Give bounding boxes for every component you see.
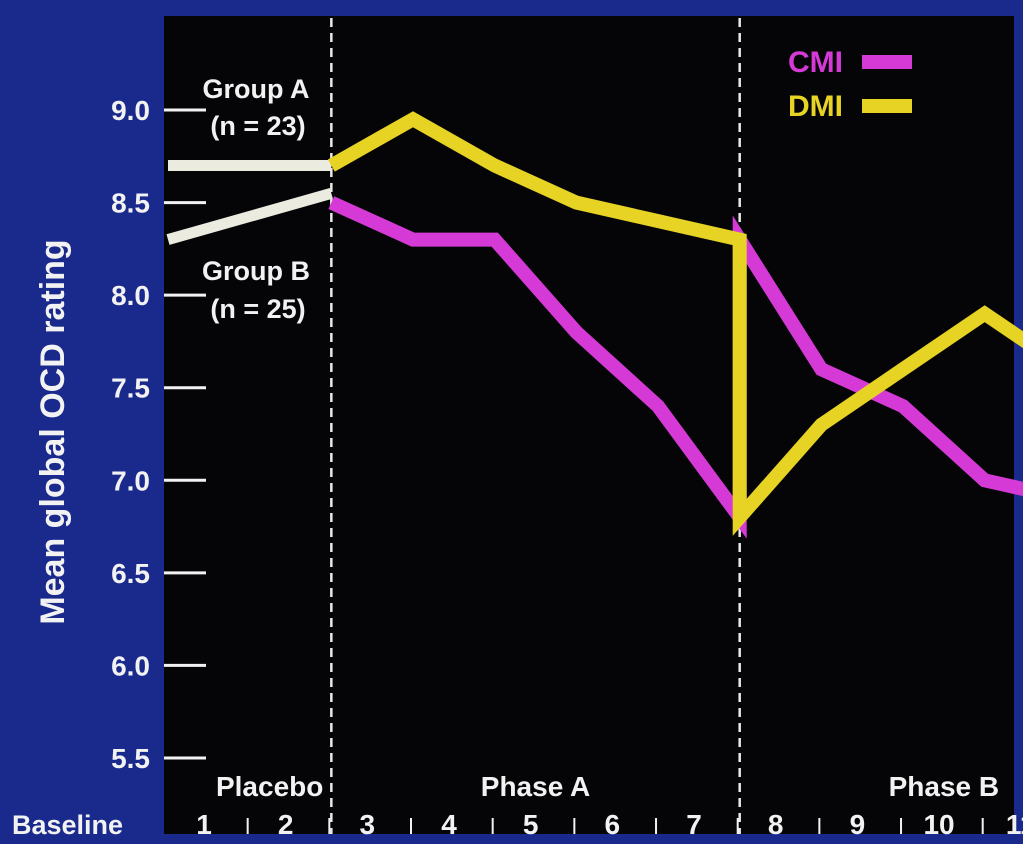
series-lines	[166, 111, 1023, 539]
x-tick-label: 1	[196, 809, 212, 840]
y-tick-label: 8.5	[111, 188, 150, 219]
series-line-dmi	[327, 111, 1023, 536]
y-tick-label: 6.5	[111, 558, 150, 589]
x-tick-label: 7	[686, 809, 702, 840]
x-tick-label: 6	[605, 809, 621, 840]
y-tick-label: 7.0	[111, 465, 150, 496]
phase-label: Phase B	[889, 771, 1000, 802]
group-labels: Group A (n = 23) Group B (n = 25)	[202, 74, 310, 324]
y-tick-label: 7.5	[111, 373, 150, 404]
legend: CMI DMI	[788, 46, 912, 123]
x-tick-label: 3	[360, 809, 376, 840]
legend-label-cmi: CMI	[788, 46, 843, 79]
group-b-name: Group B	[202, 256, 310, 286]
group-a-n: (n = 23)	[210, 111, 305, 141]
y-axis: 5.5 6.0 6.5 7.0 7.5 8.0 8.5 9.0	[111, 95, 206, 774]
x-tick-label: 4	[441, 809, 457, 840]
y-tick-label: 6.0	[111, 650, 150, 681]
plot-area	[164, 16, 1014, 834]
legend-label-dmi: DMI	[788, 90, 843, 123]
y-tick-label: 8.0	[111, 280, 150, 311]
x-prefix-label: Baseline	[12, 810, 123, 840]
y-tick-label: 9.0	[111, 95, 150, 126]
y-axis-label: Mean global OCD rating	[34, 239, 72, 624]
x-tick-label: 2	[278, 809, 294, 840]
group-b-n: (n = 25)	[210, 294, 305, 324]
x-tick-label: 9	[850, 809, 866, 840]
x-tick-label: 5	[523, 809, 539, 840]
series-line-group-b	[166, 188, 333, 245]
phase-label: Placebo	[216, 771, 323, 802]
phase-label: Phase A	[481, 771, 590, 802]
group-a-name: Group A	[203, 74, 310, 104]
x-tick-label: 11	[1006, 809, 1023, 840]
y-tick-label: 5.5	[111, 743, 150, 774]
x-tick-label: 8	[768, 809, 784, 840]
x-tick-label: 10	[923, 809, 954, 840]
